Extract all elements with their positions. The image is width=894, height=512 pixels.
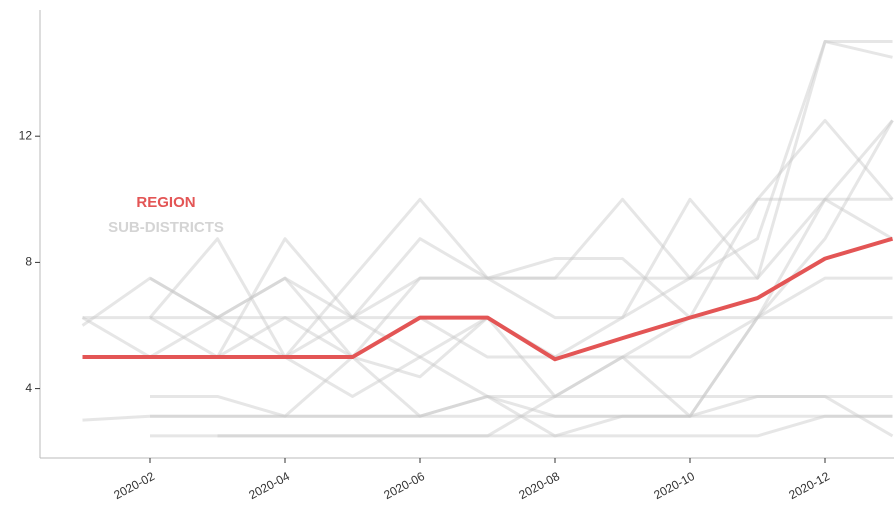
sub-district-line [82,119,894,320]
x-tick-label: 2020-04 [246,469,292,502]
legend-sub-districts: SUB-DISTRICTS [108,219,224,236]
sub-district-line [217,394,894,438]
x-tick-label: 2020-02 [111,469,157,502]
sub-district-line [148,118,894,359]
legend-region: REGION [136,194,195,211]
sub-district-line [82,414,893,422]
y-tick-label: 12 [19,128,33,142]
sub-district-line [149,40,893,359]
x-tick-label: 2020-06 [381,469,427,502]
sub-district-line [81,40,893,359]
region-line [82,236,894,362]
y-tick-label: 8 [25,255,32,269]
y-tick-label: 4 [25,381,32,395]
sub-district-line [150,394,893,418]
sub-district-line [149,197,893,359]
x-tick-label: 2020-12 [786,469,832,502]
x-tick-label: 2020-08 [516,469,562,502]
sub-district-line [150,414,893,438]
x-tick-label: 2020-10 [651,469,697,502]
sub-district-line [150,316,893,438]
